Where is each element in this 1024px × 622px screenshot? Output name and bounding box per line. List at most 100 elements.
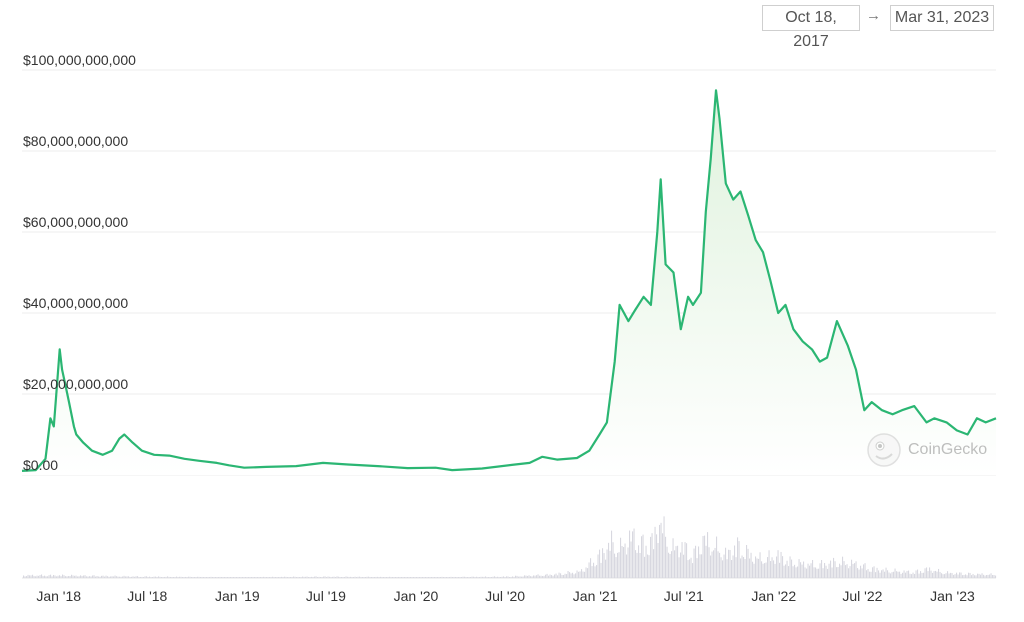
volume-bar <box>452 577 454 578</box>
volume-bar <box>225 577 227 578</box>
volume-bar <box>74 575 76 578</box>
volume-bar <box>443 577 445 578</box>
volume-bar <box>551 575 553 578</box>
volume-bar <box>752 561 754 578</box>
volume-bar <box>69 575 71 578</box>
volume-bar <box>416 577 418 578</box>
volume-bar <box>971 575 973 578</box>
volume-bar <box>111 576 113 578</box>
volume-bar <box>501 576 503 578</box>
volume-bar <box>857 568 859 578</box>
volume-bar <box>222 577 224 578</box>
y-tick-label: $40,000,000,000 <box>23 295 128 311</box>
volume-bar <box>405 577 407 578</box>
volume-bar <box>113 576 115 578</box>
volume-bar <box>983 574 985 578</box>
volume-bar <box>528 575 530 578</box>
volume-bar <box>816 568 818 578</box>
volume-bar <box>927 571 929 578</box>
volume-bar <box>768 550 770 578</box>
volume-bar <box>678 557 680 578</box>
volume-bar <box>213 577 215 578</box>
volume-bar <box>239 577 241 578</box>
volume-bar <box>195 577 197 578</box>
volume-bar <box>525 575 527 578</box>
volume-bar <box>441 576 443 578</box>
volume-bar <box>606 549 608 578</box>
volume-bar <box>449 577 451 578</box>
volume-bar <box>807 563 809 578</box>
volume-bar <box>894 568 896 578</box>
volume-bar <box>147 577 149 578</box>
volume-bar <box>764 563 766 578</box>
volume-bar <box>303 576 305 578</box>
volume-bar <box>309 577 311 578</box>
volume-bar <box>507 576 509 578</box>
volume-bar <box>989 574 991 578</box>
volume-bar <box>131 576 133 578</box>
volume-bar <box>918 573 920 578</box>
volume-bar <box>494 576 496 578</box>
volume-bar <box>717 551 719 578</box>
volume-bar <box>248 577 250 578</box>
volume-bar <box>167 576 169 578</box>
volume-bar <box>809 565 811 578</box>
volume-bar <box>938 568 940 578</box>
date-range-end[interactable]: Mar 31, 2023 <box>890 5 994 31</box>
volume-bar <box>470 577 472 578</box>
volume-bar <box>726 559 728 578</box>
volume-bar <box>44 575 46 578</box>
volume-bar <box>428 577 430 578</box>
volume-bar <box>171 577 173 578</box>
volume-bar <box>278 577 280 578</box>
volume-bar <box>206 577 208 578</box>
volume-bar <box>929 567 931 578</box>
volume-bar <box>255 577 257 578</box>
volume-bar <box>90 576 92 578</box>
volume-bar <box>458 577 460 578</box>
volume-bar <box>696 558 698 578</box>
volume-bar <box>51 576 53 578</box>
volume-bar <box>869 571 871 578</box>
volume-bar <box>732 555 734 578</box>
volume-bar <box>75 575 77 578</box>
volume-bar <box>245 577 247 578</box>
volume-bar <box>608 542 610 578</box>
volume-bar <box>192 577 194 578</box>
volume-bar <box>642 534 644 578</box>
date-range-start[interactable]: Oct 18, 2017 <box>762 5 860 50</box>
volume-bar <box>861 568 863 578</box>
volume-bar <box>845 565 847 578</box>
volume-bar <box>473 576 475 578</box>
volume-bar <box>558 572 560 578</box>
volume-bar <box>536 575 538 578</box>
volume-bar <box>519 576 521 578</box>
volume-bar <box>372 577 374 578</box>
volume-bar <box>351 577 353 578</box>
volume-bar <box>332 576 334 578</box>
volume-bar <box>398 576 400 578</box>
volume-bar <box>404 577 406 578</box>
volume-bar <box>210 576 212 578</box>
volume-bar <box>936 571 938 578</box>
volume-bar <box>426 577 428 578</box>
volume-bar <box>851 559 853 578</box>
volume-bar <box>567 571 569 578</box>
volume-bar <box>911 574 913 578</box>
volume-bar <box>291 577 293 578</box>
volume-bar <box>893 571 895 578</box>
volume-bar <box>371 577 373 578</box>
volume-bar <box>207 577 209 578</box>
volume-bar <box>722 560 724 578</box>
volume-bar <box>603 553 605 578</box>
volume-bar <box>114 575 116 578</box>
x-tick-label: Jan '22 <box>751 588 796 604</box>
volume-bar <box>986 574 988 578</box>
volume-bar <box>747 548 749 578</box>
volume-bar <box>462 576 464 578</box>
volume-bar <box>419 577 421 578</box>
volume-bar <box>858 569 860 578</box>
volume-bar <box>569 572 571 578</box>
volume-bar <box>116 576 118 578</box>
volume-bar <box>387 577 389 578</box>
